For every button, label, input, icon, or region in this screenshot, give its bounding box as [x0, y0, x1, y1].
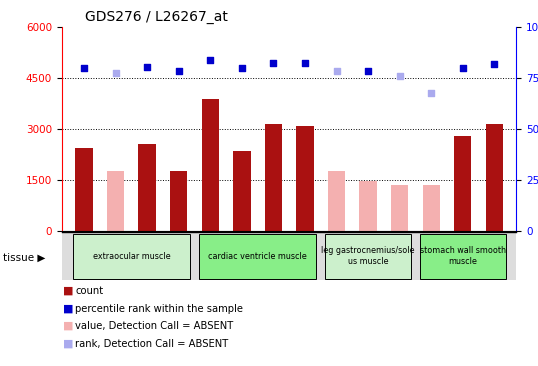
Bar [107, 171, 124, 231]
Bar [325, 234, 411, 279]
Bar [328, 171, 345, 231]
Bar [138, 144, 156, 231]
Text: percentile rank within the sample: percentile rank within the sample [75, 303, 243, 314]
Point [458, 65, 467, 71]
Bar [486, 124, 503, 231]
Bar [422, 185, 440, 231]
Point [80, 65, 88, 71]
Point [427, 90, 436, 96]
Text: extraocular muscle: extraocular muscle [93, 252, 170, 261]
Text: ■: ■ [63, 321, 74, 331]
Text: cardiac ventricle muscle: cardiac ventricle muscle [208, 252, 307, 261]
Bar [75, 147, 93, 231]
Text: count: count [75, 286, 103, 296]
Text: stomach wall smooth
muscle: stomach wall smooth muscle [420, 246, 506, 266]
Text: value, Detection Call = ABSENT: value, Detection Call = ABSENT [75, 321, 233, 331]
Point [143, 64, 151, 70]
Point [364, 68, 372, 74]
Text: GDS276 / L26267_at: GDS276 / L26267_at [84, 10, 228, 24]
Bar [265, 124, 282, 231]
Point [269, 60, 278, 66]
Bar [296, 126, 314, 231]
Bar [454, 136, 471, 231]
Bar [359, 182, 377, 231]
Text: tissue ▶: tissue ▶ [3, 253, 45, 263]
Bar [391, 185, 408, 231]
Point [301, 60, 309, 66]
Point [174, 68, 183, 74]
Bar [73, 234, 190, 279]
Point [332, 68, 341, 74]
Point [111, 70, 120, 76]
Bar [328, 171, 345, 231]
Text: ■: ■ [63, 303, 74, 314]
Point [490, 61, 499, 67]
Text: rank, Detection Call = ABSENT: rank, Detection Call = ABSENT [75, 339, 229, 349]
Bar [420, 234, 506, 279]
Text: ■: ■ [63, 339, 74, 349]
Point [237, 65, 246, 71]
Point [206, 57, 215, 63]
Text: ■: ■ [63, 286, 74, 296]
Bar [199, 234, 316, 279]
Bar [233, 151, 251, 231]
Bar [170, 171, 187, 231]
Text: leg gastrocnemius/sole
us muscle: leg gastrocnemius/sole us muscle [321, 246, 415, 266]
Bar [202, 98, 219, 231]
Point [395, 72, 404, 78]
